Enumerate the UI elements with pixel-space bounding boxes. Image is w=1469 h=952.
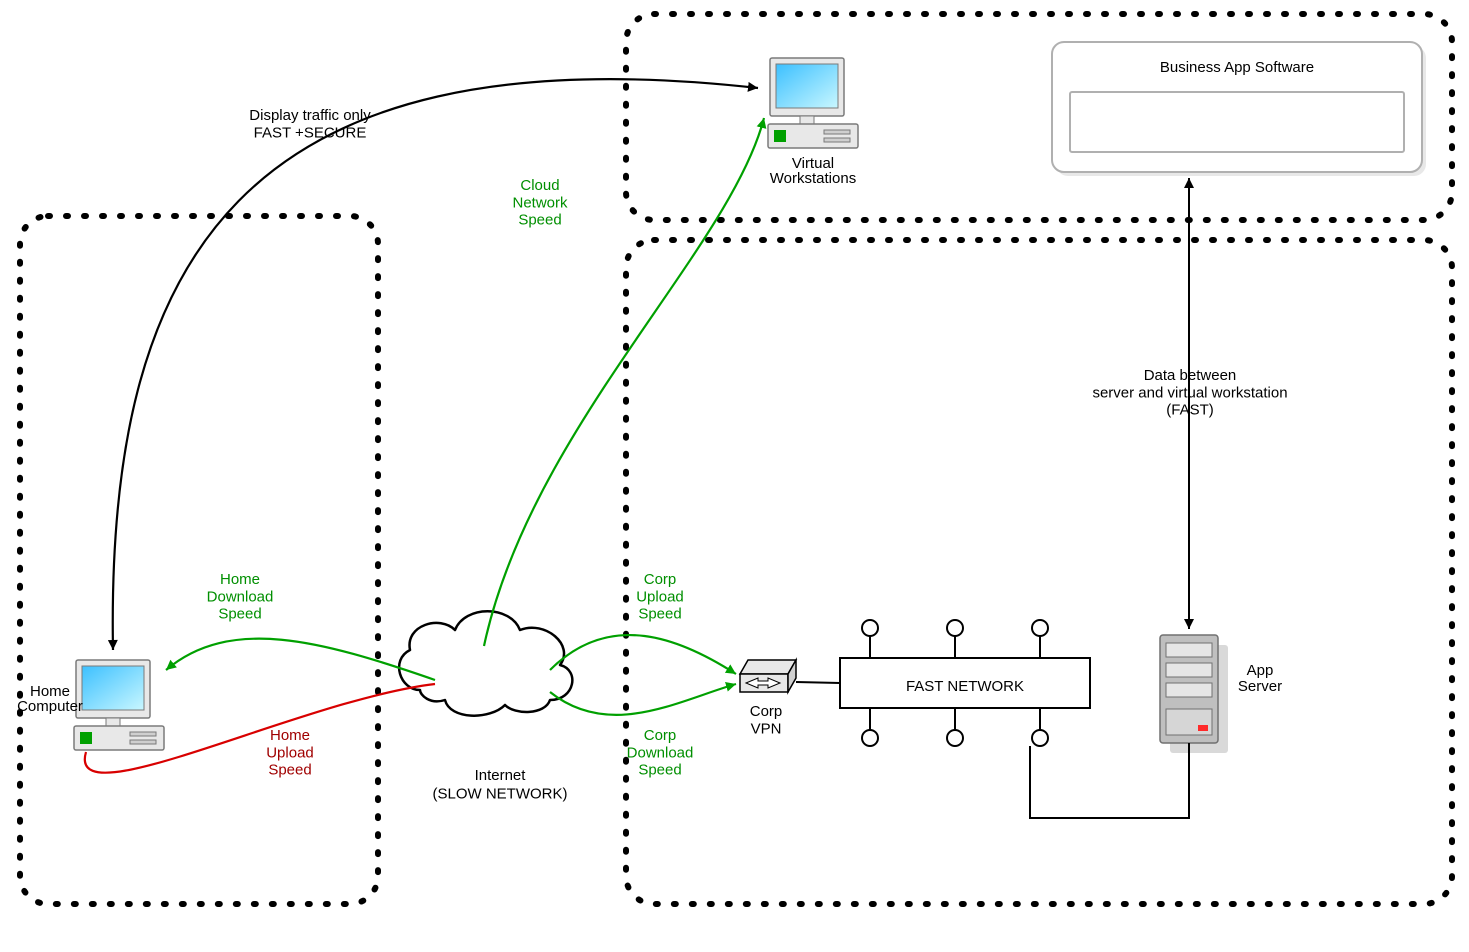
label-home-upload: HomeUploadSpeed [266, 727, 314, 779]
edge-bus-server [1030, 743, 1189, 818]
home-computer-icon [74, 660, 164, 750]
label-corp-download: CorpDownloadSpeed [627, 727, 694, 779]
svg-text:Internet(SLOW NETWORK): Internet(SLOW NETWORK) [433, 767, 568, 802]
label-app-server: AppServer [1238, 662, 1282, 695]
label-data-fast: Data betweenserver and virtual workstati… [1092, 367, 1287, 419]
virtual-workstation-icon [768, 58, 858, 148]
edge-corp-upload [550, 635, 736, 674]
edge-display-traffic [113, 79, 758, 650]
corp-vpn-icon [740, 660, 796, 692]
label-display-traffic: Display traffic onlyFAST +SECURE [249, 107, 371, 141]
zone-corp [626, 240, 1452, 904]
label-virtual-workstations: VirtualWorkstations [770, 155, 856, 187]
svg-text:FAST NETWORK: FAST NETWORK [906, 678, 1024, 695]
edge-home-download [166, 639, 435, 680]
label-home-computer: HomeComputer [17, 683, 83, 715]
label-corp-upload: CorpUploadSpeed [636, 571, 684, 623]
edge-vpn-bus [796, 682, 840, 683]
app-server-icon [1160, 635, 1228, 753]
label-cloud-speed: CloudNetworkSpeed [512, 177, 568, 229]
label-home-download: HomeDownloadSpeed [207, 571, 274, 623]
svg-text:Business App Software: Business App Software [1160, 59, 1314, 76]
internet-cloud-icon [399, 611, 572, 715]
label-corp-vpn: CorpVPN [750, 703, 783, 737]
edge-corp-download [550, 684, 736, 715]
network-diagram: FAST NETWORK Business App Software HomeCom… [0, 0, 1469, 952]
zone-home [20, 216, 378, 904]
